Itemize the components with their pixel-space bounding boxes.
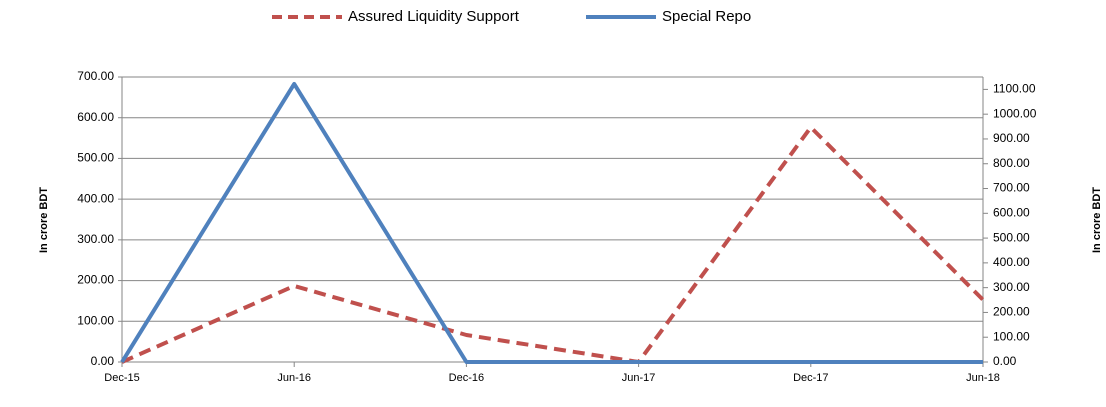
y-tick-label: 0.00 (91, 354, 115, 368)
x-tick-label: Jun-18 (966, 372, 1000, 384)
y-axis-title: In crore BDT (38, 187, 50, 253)
legend-label: Special Repo (662, 8, 751, 25)
y-tick-label: 100.00 (77, 313, 114, 327)
y-tick-label: 300.00 (77, 232, 114, 246)
x-tick-label: Jun-17 (622, 372, 656, 384)
y2-tick-label: 500.00 (993, 230, 1030, 244)
y2-tick-label: 700.00 (993, 181, 1030, 195)
y-tick-label: 200.00 (77, 273, 114, 287)
y2-tick-label: 900.00 (993, 131, 1030, 145)
y2-axis-title: In crore BDT (1091, 187, 1103, 253)
y2-tick-label: 1000.00 (993, 106, 1037, 120)
y2-tick-label: 100.00 (993, 329, 1030, 343)
y-tick-label: 700.00 (77, 69, 114, 83)
y2-tick-label: 300.00 (993, 280, 1030, 294)
series-line (121, 125, 985, 364)
x-tick-label: Dec-16 (449, 372, 484, 384)
y2-tick-label: 400.00 (993, 255, 1030, 269)
x-tick-label: Dec-15 (104, 372, 139, 384)
y2-tick-label: 600.00 (993, 205, 1030, 219)
x-tick-label: Jun-16 (277, 372, 311, 384)
y-tick-label: 600.00 (77, 110, 114, 124)
y-tick-label: 500.00 (77, 151, 114, 165)
y2-tick-label: 1100.00 (993, 82, 1036, 96)
series-line (120, 81, 983, 364)
x-tick-label: Dec-17 (793, 372, 828, 384)
y2-tick-label: 0.00 (993, 354, 1017, 368)
legend-label: Assured Liquidity Support (348, 8, 520, 25)
y-tick-label: 400.00 (77, 191, 114, 205)
y2-tick-label: 800.00 (993, 156, 1030, 170)
y2-tick-label: 200.00 (993, 305, 1030, 319)
